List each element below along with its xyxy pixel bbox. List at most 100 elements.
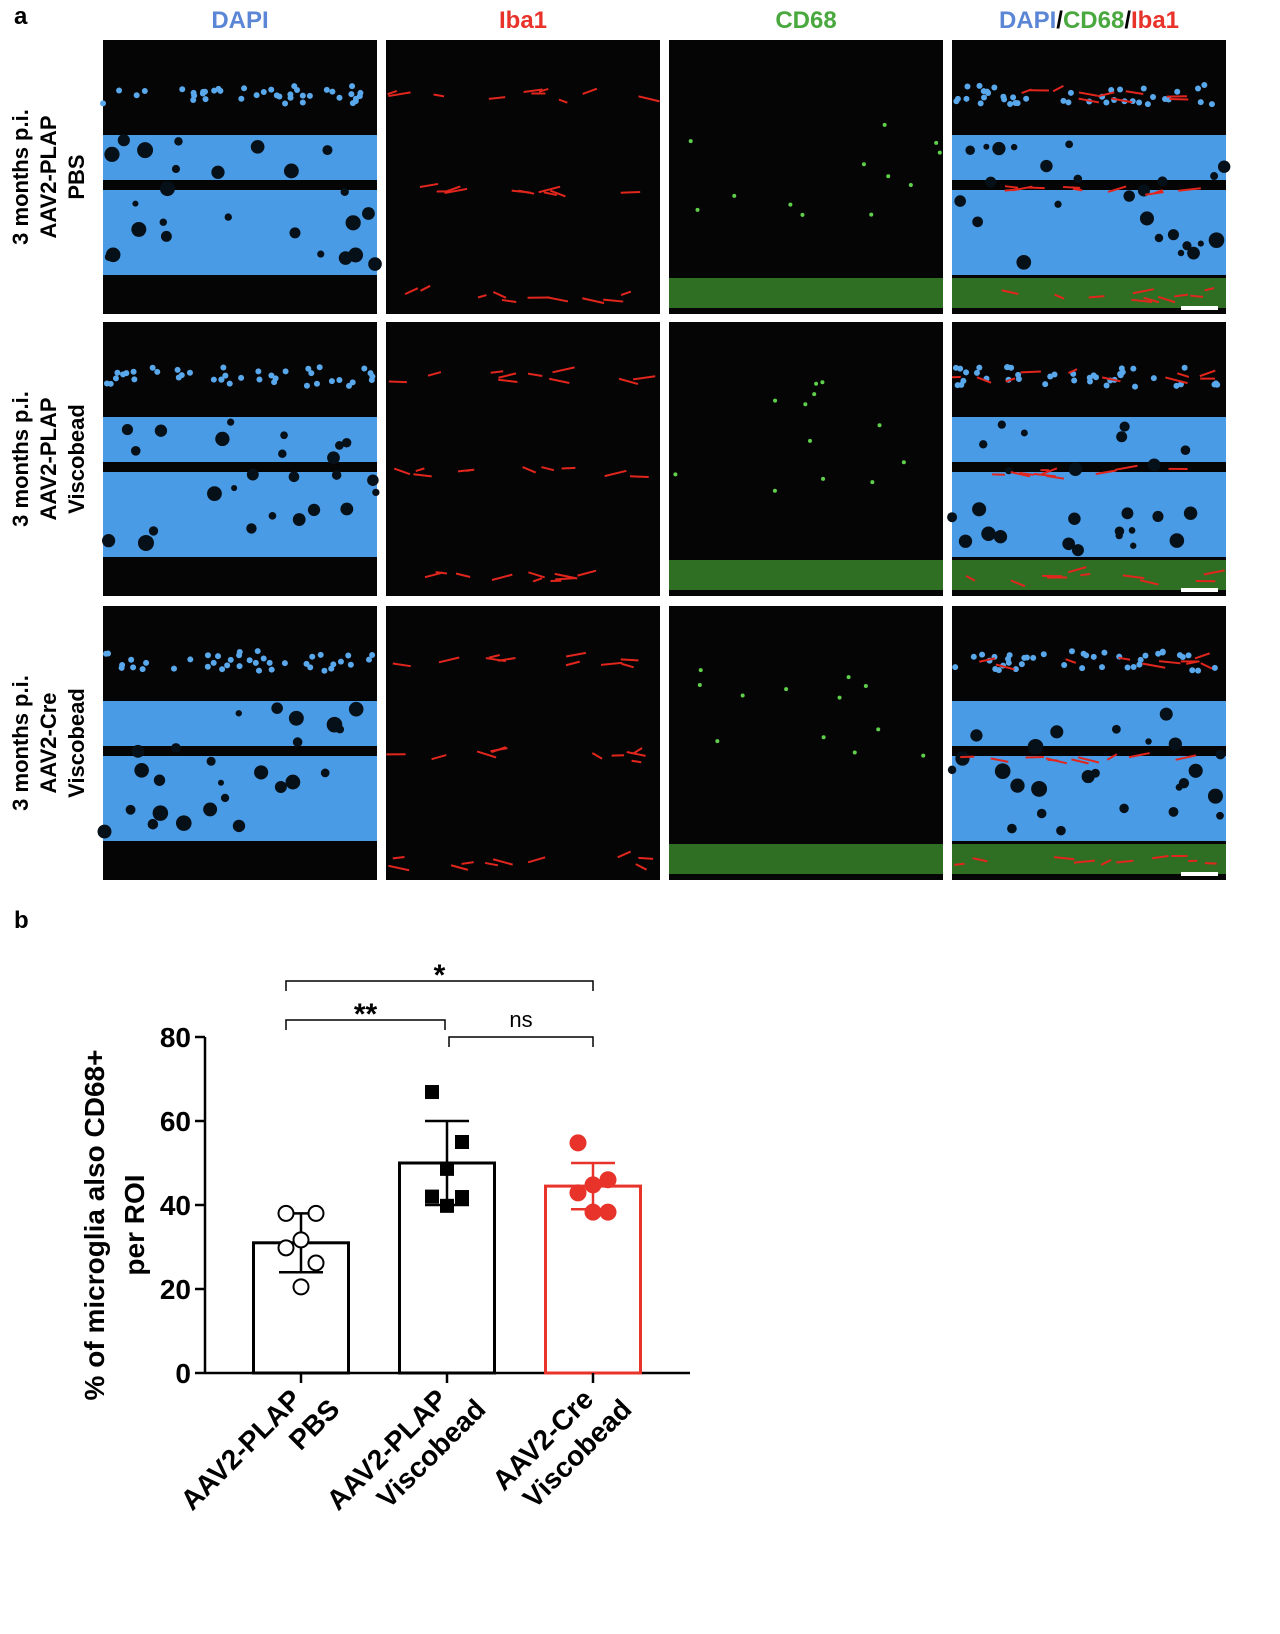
microglia — [1158, 660, 1181, 665]
microglia — [1088, 295, 1105, 299]
gap — [1139, 211, 1154, 226]
nuclear-layer — [952, 701, 1226, 746]
nuclear-layer — [103, 135, 377, 180]
gap — [1091, 768, 1100, 778]
microglia — [404, 287, 419, 296]
gap — [137, 534, 154, 551]
cd68-spot — [837, 695, 842, 700]
gap — [307, 503, 321, 517]
micrograph — [386, 606, 660, 880]
gap — [203, 802, 218, 817]
nuclear-layer — [952, 756, 1226, 841]
gap — [283, 163, 299, 179]
nucleus — [256, 376, 263, 383]
nucleus — [1065, 99, 1072, 106]
nucleus — [369, 373, 376, 380]
y-axis-label: per ROI — [119, 1174, 150, 1275]
microglia — [484, 861, 499, 867]
nucleus — [307, 664, 314, 671]
green-layer — [669, 844, 943, 874]
nucleus — [336, 377, 343, 384]
microglia — [1165, 376, 1188, 385]
nucleus — [1159, 649, 1166, 656]
cd68-spot — [870, 480, 875, 485]
gap — [134, 763, 149, 778]
gap — [955, 751, 970, 766]
microglia — [523, 88, 543, 94]
nucleus — [1150, 375, 1157, 382]
nucleus — [1136, 99, 1143, 106]
row-label: Viscobead — [64, 404, 89, 514]
nucleus — [336, 94, 343, 101]
microglia — [1169, 97, 1189, 101]
gap — [153, 774, 166, 786]
nucleus — [970, 653, 977, 660]
nucleus — [210, 376, 217, 383]
microglia — [431, 754, 447, 761]
gap — [338, 251, 353, 265]
data-point — [569, 1184, 587, 1202]
microglia — [388, 91, 411, 98]
nucleus — [1090, 653, 1097, 660]
nucleus — [154, 368, 161, 375]
microglia — [427, 371, 442, 377]
gap — [320, 768, 330, 778]
row-label: Viscobead — [64, 688, 89, 798]
nucleus — [1174, 88, 1181, 95]
nucleus — [238, 374, 245, 381]
nucleus — [1001, 96, 1008, 103]
data-point — [277, 1239, 295, 1257]
nucleus — [1130, 365, 1137, 372]
row-label: PBS — [64, 154, 89, 199]
nucleus — [268, 86, 275, 93]
nucleus — [1155, 650, 1162, 657]
nucleus — [958, 381, 965, 388]
gap — [1169, 533, 1185, 548]
gap — [1007, 823, 1017, 834]
gap — [947, 512, 958, 523]
nucleus — [238, 95, 245, 102]
data-point — [277, 1204, 295, 1222]
microglia — [1107, 185, 1127, 193]
microglia — [561, 466, 576, 470]
y-tick-label: 20 — [160, 1274, 191, 1305]
nucleus — [316, 364, 323, 371]
nucleus — [100, 100, 107, 107]
nucleus — [1117, 86, 1124, 93]
nucleus — [186, 369, 193, 376]
microglia — [1131, 298, 1153, 303]
gap — [246, 468, 259, 481]
microglia — [1200, 662, 1213, 670]
microglia — [1041, 467, 1058, 476]
gap — [972, 216, 983, 228]
cd68-spot — [773, 398, 778, 403]
nucleus — [1086, 374, 1093, 381]
microglia — [461, 861, 474, 865]
microglia — [527, 856, 546, 864]
gap — [1020, 429, 1028, 437]
microglia — [1178, 187, 1201, 192]
microglia — [491, 746, 507, 754]
data-point — [455, 1135, 469, 1149]
gap — [1005, 466, 1013, 475]
gap — [1168, 737, 1182, 751]
data-point — [440, 1161, 454, 1176]
nucleus — [294, 87, 301, 94]
cd68-spot — [821, 476, 826, 481]
gap — [1040, 159, 1053, 173]
nucleus — [119, 661, 126, 668]
cd68-spot — [807, 438, 812, 443]
significance-bracket — [285, 1019, 446, 1030]
nucleus — [241, 85, 248, 92]
nucleus — [170, 665, 177, 672]
microglia — [511, 189, 531, 194]
nucleus — [128, 656, 135, 663]
gap — [235, 710, 242, 717]
gap — [1119, 421, 1130, 432]
y-tick-label: 60 — [160, 1106, 191, 1137]
microglia — [1071, 758, 1089, 765]
nuclear-layer — [952, 417, 1226, 462]
nucleus — [963, 369, 970, 376]
microglia — [635, 863, 648, 871]
gap — [160, 230, 172, 242]
